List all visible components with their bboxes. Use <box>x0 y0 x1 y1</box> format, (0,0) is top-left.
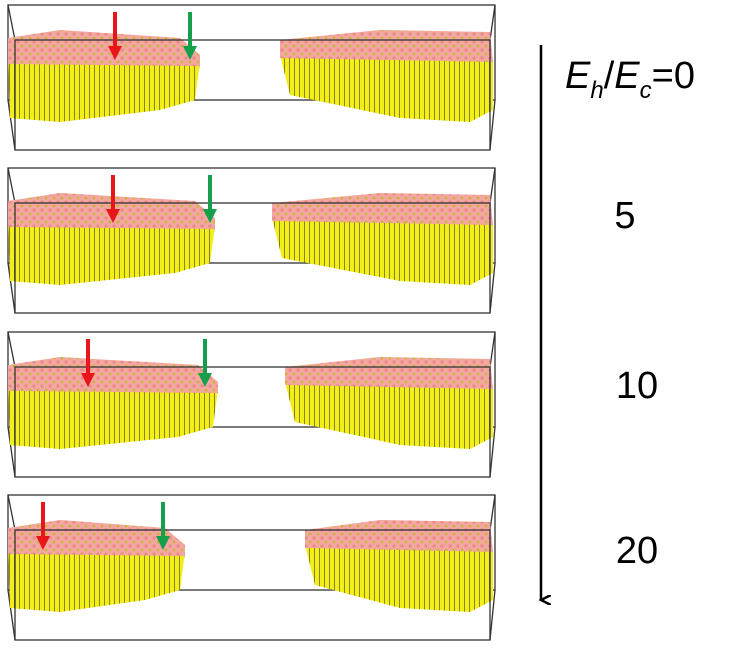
slab <box>8 550 185 612</box>
slab <box>305 545 493 612</box>
value: 5 <box>614 195 635 237</box>
box-edges <box>7 331 496 478</box>
box-edges <box>7 494 496 641</box>
subscript: h <box>590 77 603 104</box>
marker-arrow-head <box>156 536 170 550</box>
box-edges <box>7 4 496 151</box>
marker-arrow-head <box>183 46 197 60</box>
slash: / <box>604 55 615 97</box>
slab-top <box>305 520 493 552</box>
box-front <box>14 366 491 478</box>
marker-arrow-head <box>106 209 120 223</box>
marker-arrow-head <box>203 209 217 223</box>
box-front <box>14 529 491 641</box>
slab-top <box>285 357 493 389</box>
snapshots <box>7 4 496 641</box>
slab-top <box>8 30 200 66</box>
symbol: E <box>565 55 591 97</box>
value: 0 <box>674 55 695 97</box>
slab-top <box>8 520 185 556</box>
slab-top <box>8 357 218 393</box>
slab-top <box>280 30 493 62</box>
marker-arrow-head <box>81 373 95 387</box>
symbol: E <box>614 55 640 97</box>
subscript: c <box>640 77 652 104</box>
slab-top <box>272 193 493 225</box>
slab <box>280 55 493 122</box>
box-front <box>14 202 491 314</box>
slab <box>8 223 215 285</box>
marker-arrow-head <box>108 46 122 60</box>
slab <box>285 382 493 449</box>
marker-arrow-head <box>36 536 50 550</box>
box-front <box>14 39 491 151</box>
equals: = <box>652 55 674 97</box>
slab <box>272 218 493 285</box>
box-edges <box>7 167 496 314</box>
value: 20 <box>616 530 658 572</box>
value: 10 <box>616 365 658 407</box>
slab <box>8 60 200 122</box>
marker-arrow-head <box>198 373 212 387</box>
ratio-label: Eh/Ec=0 <box>565 55 695 104</box>
slab <box>8 387 218 449</box>
